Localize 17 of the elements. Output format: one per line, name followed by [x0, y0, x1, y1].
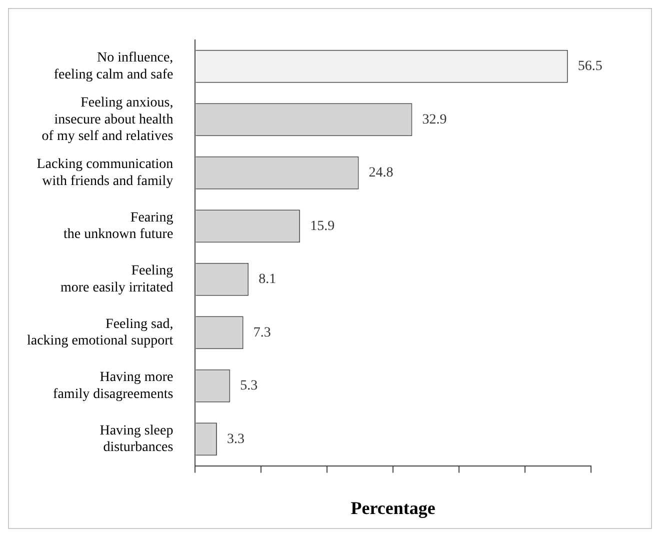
- y-tick-label: No influence, feeling calm and safe: [54, 50, 174, 82]
- y-tick-label: Feeling more easily irritated: [60, 264, 174, 296]
- data-label: 15.9: [310, 218, 335, 234]
- x-axis-title: Percentage: [350, 498, 436, 518]
- y-tick-label: Feeling sad, lacking emotional support: [26, 316, 174, 349]
- y-tick-label: Feeling anxious, insecure about health of my self and relatives: [42, 96, 174, 144]
- y-tick-label: Lacking communication with friends and family: [36, 157, 174, 189]
- data-label: 24.8: [368, 166, 394, 181]
- data-label: 3.3: [226, 432, 244, 447]
- data-label: 8.1: [258, 272, 276, 288]
- data-label: 56.5: [578, 59, 602, 74]
- data-label: 7.3: [253, 325, 271, 340]
- data-label: 32.9: [422, 112, 447, 128]
- data-label: 5.3: [240, 378, 258, 394]
- y-tick-label: Having more family disagreements: [53, 370, 174, 402]
- y-tick-label: Having sleep disturbances: [100, 423, 174, 456]
- y-tick-label: Fearing the unknown future: [64, 210, 174, 242]
